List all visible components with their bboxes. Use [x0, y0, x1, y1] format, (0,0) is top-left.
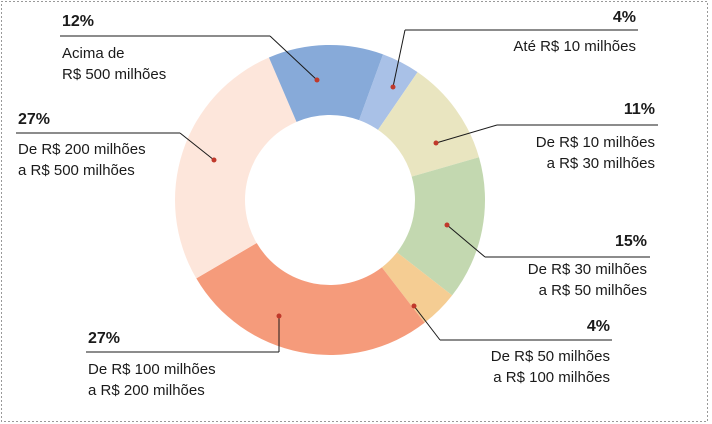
donut-slice: [196, 243, 425, 356]
category-label: De R$ 50 milhões: [491, 348, 610, 365]
leader-line: [392, 29, 406, 88]
category-label: a R$ 50 milhões: [539, 282, 647, 299]
category-label: Acima de: [62, 45, 125, 62]
donut-slice: [268, 45, 384, 122]
value-label: 15%: [615, 233, 647, 250]
value-label: 4%: [587, 318, 610, 335]
donut-slice: [359, 54, 418, 130]
leader-dot: [411, 303, 417, 309]
donut-slice: [396, 157, 485, 296]
category-label: a R$ 200 milhões: [88, 382, 205, 399]
donut-slice: [381, 252, 453, 323]
donut-slice: [378, 72, 479, 177]
leader-line: [446, 224, 486, 258]
value-label: 4%: [613, 9, 636, 26]
category-label: De R$ 10 milhões: [536, 134, 655, 151]
leader-line: [179, 132, 215, 161]
donut-slice: [174, 57, 297, 279]
category-label: De R$ 100 milhões: [88, 361, 216, 378]
leader-dot: [433, 140, 439, 146]
leader-line: [413, 305, 441, 341]
category-label: a R$ 100 milhões: [493, 369, 610, 386]
value-label: 27%: [88, 330, 120, 347]
value-label: 27%: [18, 111, 50, 128]
leader-dot: [444, 222, 450, 228]
category-label: Até R$ 10 milhões: [513, 38, 636, 55]
leader-dot: [314, 77, 320, 83]
category-label: R$ 500 milhões: [62, 66, 166, 83]
category-label: De R$ 200 milhões: [18, 141, 146, 158]
category-label: De R$ 30 milhões: [528, 261, 647, 278]
leader-line: [435, 124, 498, 144]
category-label: a R$ 30 milhões: [547, 155, 655, 172]
leader-line: [269, 35, 318, 81]
value-label: 12%: [62, 13, 94, 30]
value-label: 11%: [624, 101, 655, 118]
leader-dot: [211, 157, 217, 163]
leader-dot: [390, 84, 396, 90]
leader-dot: [276, 313, 282, 319]
category-label: a R$ 500 milhões: [18, 162, 135, 179]
